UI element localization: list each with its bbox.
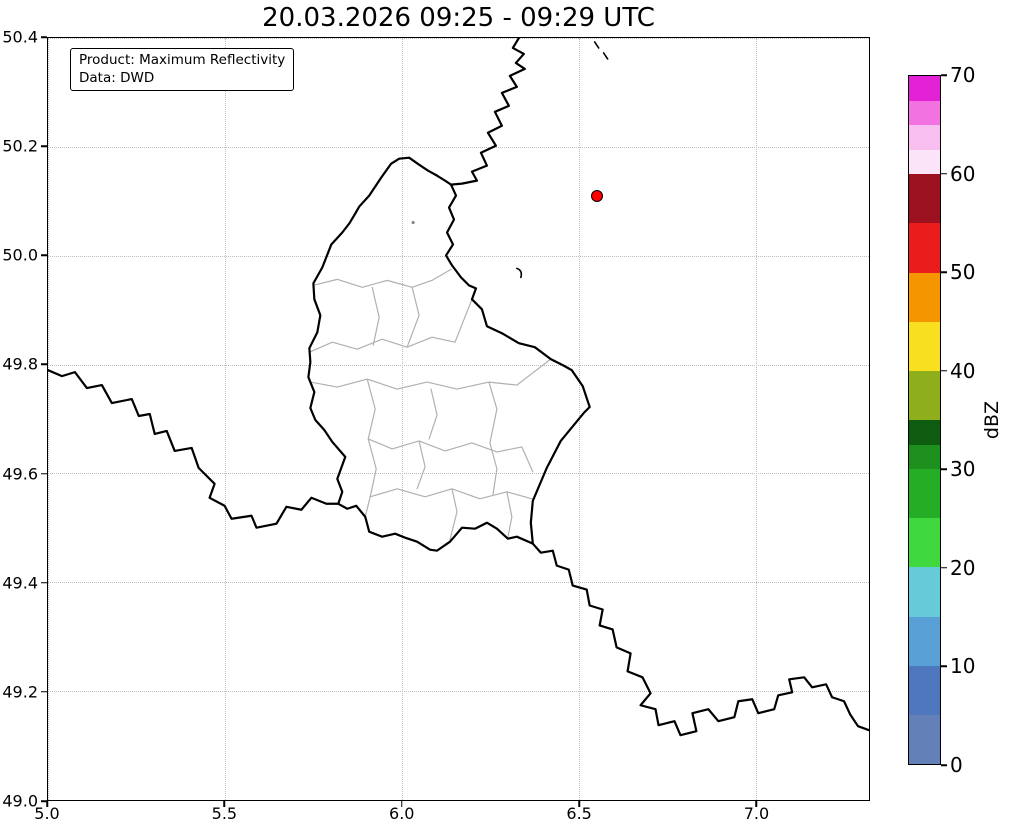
x-tick-label: 6.0 bbox=[389, 804, 415, 823]
x-axis-tick-labels: 5.0 5.5 6.0 6.5 7.0 bbox=[34, 804, 870, 826]
y-tick-mark bbox=[41, 363, 47, 366]
x-tick-mark bbox=[755, 801, 758, 807]
horizontal-gridline bbox=[48, 255, 869, 257]
y-axis-tick-marks bbox=[41, 36, 47, 802]
colorbar-tick-label: 70 bbox=[950, 63, 976, 87]
x-axis-tick-marks bbox=[46, 801, 870, 807]
colorbar-tick-marks bbox=[941, 74, 947, 766]
colorbar-segment bbox=[909, 149, 940, 175]
colorbar-tick-mark bbox=[941, 271, 947, 273]
colorbar-segment bbox=[909, 223, 940, 273]
map-speck bbox=[411, 220, 415, 225]
colorbar-segment bbox=[909, 616, 940, 666]
x-tick-label: 7.0 bbox=[743, 804, 770, 823]
colorbar-tick-label: 0 bbox=[950, 753, 963, 777]
colorbar-segment bbox=[909, 125, 940, 150]
country-border-france-belgium bbox=[48, 369, 340, 529]
y-tick-label: 50.2 bbox=[2, 136, 38, 156]
colorbar-segment bbox=[909, 567, 940, 617]
colorbar-tick-mark bbox=[941, 468, 947, 471]
y-tick-mark bbox=[41, 581, 47, 584]
y-tick-label: 49.8 bbox=[2, 354, 38, 374]
colorbar-tick-mark bbox=[941, 567, 947, 569]
colorbar-segment bbox=[909, 76, 940, 101]
map-plot-area: Product: Maximum Reflectivity Data: DWD bbox=[47, 37, 870, 801]
y-tick-label: 50.4 bbox=[2, 27, 38, 47]
x-tick-label: 5.5 bbox=[211, 804, 238, 823]
product-label: Product: Maximum Reflectivity bbox=[79, 52, 286, 68]
product-info-box: Product: Maximum Reflectivity Data: DWD bbox=[70, 48, 295, 92]
x-tick-mark bbox=[400, 801, 403, 807]
x-tick-label: 6.5 bbox=[566, 804, 592, 823]
colorbar-tick-label: 10 bbox=[950, 654, 976, 679]
colorbar-tick-mark bbox=[941, 172, 947, 175]
y-tick-mark bbox=[41, 472, 47, 475]
y-axis-tick-labels: 49.0 49.2 49.4 49.6 49.8 50.0 50.2 50.4 bbox=[0, 28, 44, 811]
y-tick-mark bbox=[41, 800, 47, 802]
colorbar-tick-label: 60 bbox=[950, 161, 976, 186]
colorbar-segment bbox=[909, 174, 940, 224]
vertical-gridline bbox=[48, 38, 49, 800]
y-tick-mark bbox=[41, 145, 47, 147]
colorbar-segment bbox=[909, 714, 940, 764]
colorbar-axis-label: dBZ bbox=[981, 400, 1003, 440]
y-tick-mark bbox=[41, 691, 47, 693]
horizontal-gridline bbox=[48, 691, 869, 693]
colorbar-tick-label: 20 bbox=[950, 555, 976, 580]
horizontal-gridline bbox=[48, 38, 869, 39]
horizontal-gridline bbox=[48, 473, 869, 475]
horizontal-gridline bbox=[48, 582, 869, 584]
colorbar-tick-label: 50 bbox=[950, 260, 976, 285]
y-tick-mark bbox=[41, 254, 47, 257]
colorbar-tick-mark bbox=[941, 764, 947, 766]
colorbar-segment bbox=[909, 272, 940, 322]
y-tick-label: 49.2 bbox=[2, 682, 38, 702]
colorbar-tick-mark bbox=[941, 369, 947, 372]
x-tick-mark bbox=[578, 801, 580, 807]
horizontal-gridline bbox=[48, 146, 869, 148]
colorbar-segment bbox=[909, 370, 940, 420]
country-border-belgium-germany bbox=[449, 38, 526, 186]
colorbar-tick-mark bbox=[941, 665, 947, 668]
colorbar-segment bbox=[909, 100, 940, 126]
colorbar-segment bbox=[909, 518, 940, 568]
y-tick-label: 50.0 bbox=[2, 245, 38, 265]
colorbar-segment bbox=[909, 469, 940, 519]
x-tick-mark bbox=[223, 801, 226, 807]
radar-site-marker bbox=[590, 189, 603, 202]
colorbar-segment bbox=[909, 665, 940, 715]
border-fragments bbox=[516, 41, 609, 279]
plot-title: 20.03.2026 09:25 - 09:29 UTC bbox=[262, 3, 655, 33]
country-border-france-germany bbox=[531, 542, 869, 737]
data-source-label: Data: DWD bbox=[79, 69, 155, 86]
horizontal-gridline bbox=[48, 364, 869, 366]
y-tick-mark bbox=[41, 36, 47, 38]
x-tick-label: 5.0 bbox=[34, 804, 60, 823]
colorbar-tick-mark bbox=[941, 74, 947, 76]
colorbar-tick-label: 30 bbox=[950, 457, 976, 482]
map-svg bbox=[48, 38, 869, 737]
y-tick-label: 49.6 bbox=[2, 464, 38, 484]
y-tick-label: 49.0 bbox=[2, 791, 38, 811]
colorbar-tick-label: 40 bbox=[950, 358, 976, 383]
vertical-gridline bbox=[755, 38, 757, 800]
country-border-luxembourg bbox=[307, 156, 591, 552]
vertical-gridline bbox=[224, 38, 226, 800]
colorbar-tick-labels: 0 10 20 30 40 50 60 70 bbox=[950, 63, 996, 777]
colorbar-segment bbox=[909, 420, 940, 445]
x-tick-mark bbox=[46, 801, 48, 807]
colorbar-segment bbox=[909, 321, 940, 371]
horizontal-gridline bbox=[48, 800, 869, 801]
vertical-gridline bbox=[401, 38, 403, 800]
y-tick-label: 49.4 bbox=[2, 573, 38, 593]
district-borders bbox=[308, 268, 552, 541]
colorbar-segment bbox=[909, 444, 940, 470]
colorbar bbox=[908, 75, 941, 765]
